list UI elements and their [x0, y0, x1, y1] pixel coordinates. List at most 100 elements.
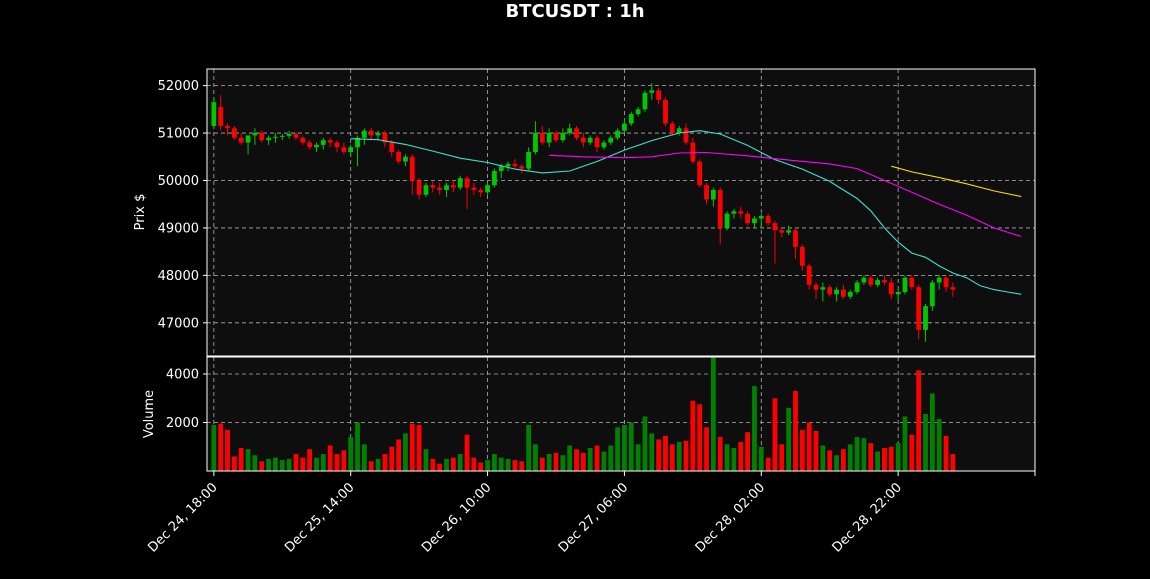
- candle-body: [690, 142, 696, 162]
- volume-bar: [252, 455, 258, 471]
- price-tick-label: 51000: [158, 127, 199, 142]
- candle-body: [286, 133, 292, 136]
- candle-body: [669, 123, 675, 134]
- moving-average-line: [891, 165, 1022, 198]
- candle-body: [553, 133, 559, 141]
- candle-body: [868, 277, 874, 285]
- candle-body: [327, 140, 333, 143]
- volume-bar: [273, 457, 278, 471]
- candle-body: [471, 187, 477, 190]
- candle-body: [895, 291, 901, 295]
- volume-bar: [847, 444, 853, 471]
- candle-body: [909, 277, 915, 288]
- volume-bar: [218, 423, 224, 471]
- candle-body: [437, 187, 443, 190]
- candle-body: [560, 133, 566, 141]
- volume-bar: [238, 447, 244, 471]
- volume-bar: [731, 447, 737, 471]
- volume-bar: [772, 398, 778, 471]
- candle-body: [574, 128, 579, 138]
- candle-body: [430, 185, 436, 188]
- candle-body: [841, 289, 846, 297]
- candle-body: [238, 137, 244, 143]
- candle-body: [300, 137, 306, 143]
- candle-body: [676, 128, 682, 134]
- candle-body: [683, 128, 689, 143]
- candle-body: [594, 137, 600, 148]
- candle-body: [806, 265, 812, 285]
- volume-bar: [355, 422, 360, 471]
- price-panel-background: [207, 69, 1035, 356]
- volume-bar: [327, 445, 333, 471]
- candle-body: [526, 152, 532, 169]
- volume-bar: [225, 429, 230, 471]
- volume-bar: [916, 370, 922, 471]
- candle-body: [923, 306, 928, 330]
- volume-bar: [649, 433, 655, 471]
- candle-body: [485, 185, 490, 193]
- volume-bar: [464, 434, 470, 471]
- candle-body: [567, 128, 573, 134]
- volume-bar: [457, 454, 463, 471]
- price-tick-label: 52000: [158, 79, 199, 94]
- volume-bar: [601, 451, 607, 471]
- candle-body: [266, 137, 271, 141]
- candle-body: [273, 136, 278, 138]
- volume-bar: [334, 454, 340, 471]
- candle-body: [656, 90, 662, 100]
- volume-bar: [539, 457, 545, 471]
- volume-bar: [519, 461, 525, 471]
- volume-bar: [567, 445, 573, 471]
- volume-bar: [950, 454, 956, 471]
- candle-body: [786, 230, 792, 233]
- volume-bar: [888, 446, 894, 471]
- price-tick-label: 48000: [158, 269, 199, 284]
- candle-body: [779, 230, 785, 233]
- volume-bar: [266, 458, 271, 471]
- volume-bar: [396, 439, 401, 471]
- candle-body: [758, 216, 764, 219]
- volume-bar: [745, 432, 750, 471]
- volume-bar: [314, 457, 319, 471]
- volume-bar: [368, 461, 374, 471]
- candle-body: [710, 189, 716, 200]
- candle-body: [348, 147, 354, 153]
- candle-body: [745, 213, 750, 224]
- volume-bar: [820, 445, 826, 471]
- volume-bar: [868, 443, 874, 471]
- candle-body: [512, 163, 518, 167]
- candle-body: [697, 161, 703, 186]
- volume-tick-label: 4000: [166, 367, 199, 382]
- volume-bar: [642, 416, 648, 471]
- candle-body: [929, 282, 935, 307]
- volume-bar: [786, 407, 792, 471]
- candle-body: [225, 125, 230, 129]
- candle-body: [820, 287, 826, 290]
- candle-body: [827, 287, 833, 295]
- volume-bar: [738, 441, 744, 471]
- volume-bar: [752, 386, 757, 471]
- moving-average-line: [350, 130, 1022, 295]
- volume-bar: [382, 454, 388, 471]
- volume-bar: [656, 439, 662, 471]
- candle-body: [416, 180, 422, 195]
- volume-bar: [854, 437, 860, 471]
- candle-body: [450, 185, 456, 188]
- volume-bar: [861, 438, 867, 471]
- volume-bar: [279, 460, 285, 471]
- candle-body: [368, 130, 374, 136]
- volume-bar: [676, 441, 682, 471]
- candle-body: [245, 135, 251, 143]
- candle-body: [882, 280, 887, 283]
- volume-bar: [211, 424, 217, 471]
- candle-body: [834, 289, 839, 295]
- candle-body: [875, 280, 881, 285]
- candle-body: [498, 166, 504, 171]
- volume-bar: [827, 450, 833, 471]
- candle-body: [663, 99, 668, 124]
- volume-bar: [560, 455, 566, 471]
- candle-body: [615, 130, 620, 138]
- volume-bar: [909, 434, 915, 471]
- candle-body: [704, 185, 709, 200]
- volume-bar: [423, 449, 429, 471]
